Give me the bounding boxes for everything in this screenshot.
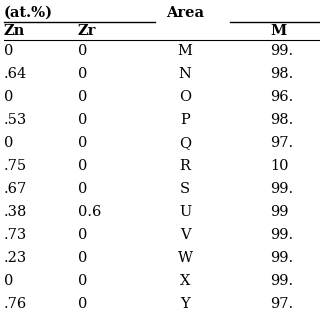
Text: 0: 0 [78, 297, 87, 311]
Text: 98.: 98. [270, 113, 293, 127]
Text: .73: .73 [4, 228, 27, 242]
Text: 99.: 99. [270, 44, 293, 58]
Text: 99.: 99. [270, 251, 293, 265]
Text: 0: 0 [78, 228, 87, 242]
Text: 0: 0 [4, 44, 13, 58]
Text: 0: 0 [4, 274, 13, 288]
Text: .67: .67 [4, 182, 27, 196]
Text: 0: 0 [78, 90, 87, 104]
Text: 96.: 96. [270, 90, 293, 104]
Text: Area: Area [166, 6, 204, 20]
Text: M: M [270, 24, 286, 38]
Text: (at.%): (at.%) [4, 6, 53, 20]
Text: .38: .38 [4, 205, 28, 219]
Text: 0: 0 [78, 159, 87, 173]
Text: 10: 10 [270, 159, 289, 173]
Text: 97.: 97. [270, 136, 293, 150]
Text: W: W [178, 251, 193, 265]
Text: 0: 0 [78, 44, 87, 58]
Text: 0: 0 [78, 274, 87, 288]
Text: 0: 0 [78, 113, 87, 127]
Text: N: N [179, 67, 191, 81]
Text: Q: Q [179, 136, 191, 150]
Text: M: M [178, 44, 192, 58]
Text: O: O [179, 90, 191, 104]
Text: 97.: 97. [270, 297, 293, 311]
Text: S: S [180, 182, 190, 196]
Text: .76: .76 [4, 297, 27, 311]
Text: P: P [180, 113, 190, 127]
Text: U: U [179, 205, 191, 219]
Text: 0: 0 [4, 136, 13, 150]
Text: Zr: Zr [78, 24, 96, 38]
Text: .23: .23 [4, 251, 27, 265]
Text: 0: 0 [78, 136, 87, 150]
Text: Zn: Zn [4, 24, 25, 38]
Text: R: R [180, 159, 190, 173]
Text: 98.: 98. [270, 67, 293, 81]
Text: Y: Y [180, 297, 190, 311]
Text: V: V [180, 228, 190, 242]
Text: .75: .75 [4, 159, 27, 173]
Text: 99: 99 [270, 205, 289, 219]
Text: 0: 0 [4, 90, 13, 104]
Text: 0.6: 0.6 [78, 205, 101, 219]
Text: X: X [180, 274, 190, 288]
Text: 0: 0 [78, 182, 87, 196]
Text: 99.: 99. [270, 182, 293, 196]
Text: .53: .53 [4, 113, 27, 127]
Text: 0: 0 [78, 67, 87, 81]
Text: 99.: 99. [270, 274, 293, 288]
Text: 99.: 99. [270, 228, 293, 242]
Text: 0: 0 [78, 251, 87, 265]
Text: .64: .64 [4, 67, 27, 81]
